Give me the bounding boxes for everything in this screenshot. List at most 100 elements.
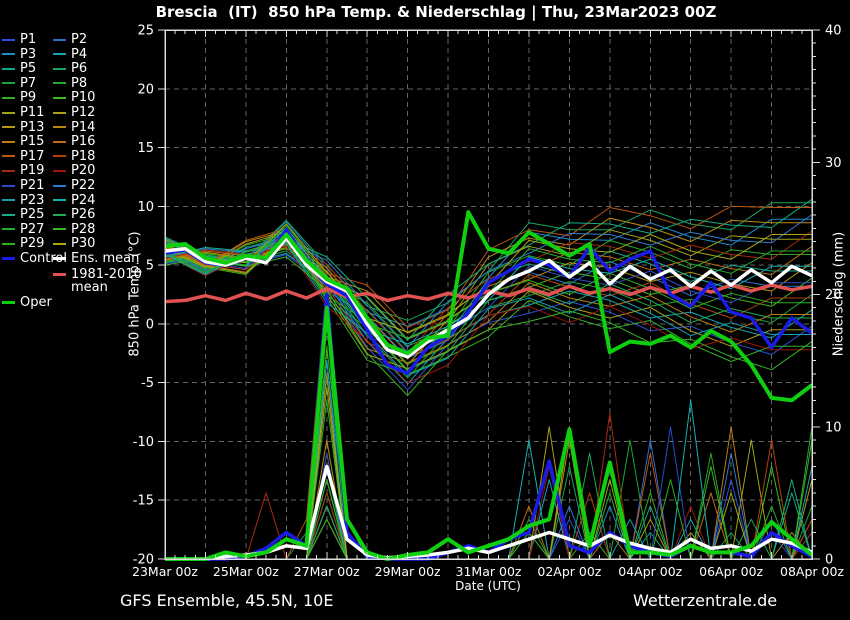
legend-color-dash — [2, 184, 15, 187]
legend-item-p17: P17 — [2, 150, 44, 163]
legend-color-dash — [53, 242, 66, 245]
legend-item-p24: P24 — [53, 194, 95, 207]
legend-label: P21 — [20, 178, 45, 193]
legend-label: P29 — [20, 236, 45, 252]
y-left-tick-label: 5 — [146, 259, 154, 274]
member-temp-line-p26 — [164, 242, 812, 371]
legend-color-dash — [2, 213, 15, 216]
legend-color-dash — [53, 184, 66, 187]
legend-label: P10 — [71, 90, 96, 106]
legend-item-p29: P29 — [2, 237, 44, 250]
legend-label: P15 — [20, 134, 45, 150]
legend-item-p10: P10 — [53, 91, 95, 104]
legend-item-p25: P25 — [2, 208, 44, 221]
legend-color-dash — [2, 257, 15, 260]
y-axis-left-label: 850 hPa Temp. (°C) — [127, 231, 143, 357]
legend-item-p27: P27 — [2, 223, 44, 236]
x-tick-label: 23Mar 00z — [132, 564, 198, 579]
legend-label: P23 — [20, 192, 45, 208]
legend-label: P27 — [20, 221, 45, 237]
page-title: Brescia (IT) 850 hPa Temp. & Niederschla… — [155, 3, 717, 21]
legend-color-dash — [2, 38, 15, 41]
legend-color-dash — [2, 169, 15, 172]
legend-label: P18 — [71, 148, 96, 164]
legend-label: P30 — [71, 236, 96, 252]
footer-brand: Wetterzentrale.de — [633, 591, 778, 610]
legend-label: P11 — [20, 105, 45, 120]
legend-color-dash — [53, 38, 66, 41]
footer-model-info: GFS Ensemble, 45.5N, 10E — [120, 591, 334, 610]
y-left-tick-label: -15 — [133, 494, 154, 509]
legend-color-dash — [53, 67, 66, 70]
legend-color-dash — [53, 140, 66, 143]
legend-label: P7 — [20, 75, 37, 91]
legend-color-dash — [2, 199, 15, 202]
legend-label: P26 — [71, 207, 96, 223]
legend-label: P8 — [71, 75, 88, 91]
legend-label: Ens. mean — [71, 251, 140, 266]
member-temp-line-p22 — [164, 214, 813, 348]
y-left-tick-label: 0 — [146, 317, 154, 332]
oper-temp-line — [164, 210, 814, 403]
legend-label: P9 — [20, 90, 37, 106]
legend-item-p7: P7 — [2, 77, 36, 90]
member-temp-line-p28 — [164, 256, 813, 397]
legend-color-dash — [53, 96, 66, 99]
legend-item-p20: P20 — [53, 164, 95, 177]
x-tick-label: 31Mar 00z — [456, 564, 522, 579]
legend-item-p18: P18 — [53, 150, 95, 163]
legend-label: P24 — [71, 192, 96, 208]
y-left-tick-label: -10 — [133, 435, 154, 450]
legend-item-oper: Oper — [2, 296, 52, 309]
legend-color-dash — [53, 82, 66, 85]
legend-item-p3: P3 — [2, 48, 36, 61]
x-tick-label: 27Mar 00z — [294, 564, 360, 579]
legend-label: P17 — [20, 148, 45, 164]
legend-label: P25 — [20, 207, 45, 223]
legend-label: P13 — [20, 119, 45, 135]
legend-color-dash — [2, 126, 15, 129]
legend-item-p26: P26 — [53, 208, 95, 221]
legend-color-dash — [53, 126, 66, 129]
legend-item-p22: P22 — [53, 179, 95, 192]
legend-color-dash — [53, 213, 66, 216]
legend-item-p14: P14 — [53, 121, 95, 134]
legend-label: P3 — [20, 46, 37, 62]
legend-color-dash — [2, 140, 15, 143]
legend-item-1981-2010: 1981-2010 mean — [53, 268, 142, 294]
legend-label: P6 — [71, 61, 88, 77]
legend-color-dash — [53, 228, 66, 231]
y-left-tick-label: 10 — [137, 200, 154, 215]
y-axis-right-label: Niederschlag (mm) — [831, 231, 847, 357]
legend-label: P4 — [71, 46, 88, 62]
legend-item-p8: P8 — [53, 77, 87, 90]
legend-color-dash — [2, 82, 15, 85]
x-tick-label: 06Apr 00z — [699, 564, 763, 579]
axis-ticks — [158, 29, 820, 560]
legend-item-p1: P1 — [2, 33, 36, 46]
oper-precip-line — [165, 305, 814, 561]
x-axis-title: Date (UTC) — [455, 579, 521, 593]
legend-color-dash — [2, 242, 15, 245]
tick-labels: 25 20 15 10 5 0 -5 -10 -15 -20 40 30 20 10 0 23Mar 00z 2… — [132, 24, 844, 580]
legend-item-p21: P21 — [2, 179, 44, 192]
legend-item-p11: P11 — [2, 106, 44, 119]
legend-item-ens-mean: Ens. mean — [53, 252, 139, 265]
legend-item-p30: P30 — [53, 237, 95, 250]
legend-label: P16 — [71, 134, 96, 150]
legend-color-dash — [2, 155, 15, 158]
y-right-tick-label: 20 — [825, 288, 842, 303]
y-right-tick-label: 30 — [825, 156, 842, 171]
legend-item-p2: P2 — [53, 33, 87, 46]
legend-label: P28 — [71, 221, 96, 237]
legend-item-p12: P12 — [53, 106, 95, 119]
y-left-tick-label: -20 — [133, 553, 154, 568]
legend-color-dash — [2, 111, 15, 114]
legend-label: P2 — [71, 32, 88, 47]
legend-item-p6: P6 — [53, 62, 87, 75]
legend-color-dash — [53, 257, 66, 260]
y-left-tick-label: 25 — [137, 24, 154, 39]
legend-color-dash — [53, 199, 66, 202]
x-tick-label: 29Mar 00z — [375, 564, 441, 579]
legend-label: P1 — [20, 32, 37, 47]
